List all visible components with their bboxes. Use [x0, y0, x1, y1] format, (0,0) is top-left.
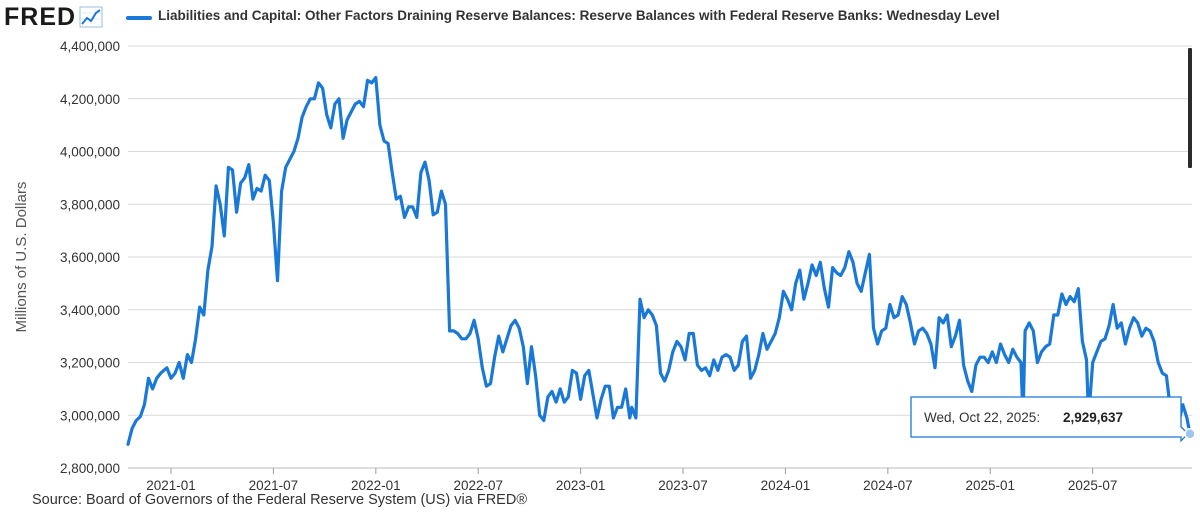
x-tick-label: 2023-01 [556, 478, 606, 490]
chart-scrollbar[interactable] [1188, 48, 1192, 168]
last-point-marker[interactable] [1184, 428, 1196, 440]
y-tick-label: 3,200,000 [60, 356, 120, 371]
y-tick-label: 4,000,000 [60, 145, 120, 160]
x-tick-label: 2025-01 [965, 478, 1015, 490]
x-tick-label: 2022-01 [351, 478, 401, 490]
y-tick-label: 2,800,000 [60, 461, 120, 476]
trend-chart-icon [79, 6, 103, 28]
y-axis-tick-labels: 2,800,000 3,000,000 3,200,000 3,400,000 3,60… [60, 39, 120, 476]
source-note: Source: Board of Governors of the Federa… [32, 492, 528, 508]
fred-logo[interactable]: FRED [4, 3, 103, 31]
y-tick-label: 3,000,000 [60, 408, 120, 423]
x-tick-label: 2023-07 [658, 478, 708, 490]
chart-header: FRED Liabilities and Capital: Other Fact… [0, 0, 1200, 34]
x-tick-label: 2021-07 [249, 478, 299, 490]
series-line[interactable] [126, 76, 1192, 446]
data-tooltip: Wed, Oct 22, 2025: 2,929,637 [910, 396, 1189, 443]
line-chart[interactable]: 2,800,000 3,000,000 3,200,000 3,400,000 3,60… [0, 34, 1200, 490]
y-tick-label: 3,800,000 [60, 197, 120, 212]
x-tick-label: 2022-07 [453, 478, 503, 490]
tooltip-date: Wed, Oct 22, 2025: [924, 410, 1040, 425]
legend-series-swatch [126, 16, 152, 20]
x-tick-label: 2021-01 [146, 478, 196, 490]
x-tick-label: 2024-01 [761, 478, 811, 490]
y-tick-label: 3,400,000 [60, 303, 120, 318]
grid-lines [128, 45, 1192, 469]
x-tick-label: 2024-07 [863, 478, 913, 490]
y-tick-label: 3,600,000 [60, 250, 120, 265]
y-axis-label: Millions of U.S. Dollars [13, 182, 30, 333]
y-tick-label: 4,200,000 [60, 92, 120, 107]
x-axis-tick-labels: 2021-01 2021-07 2022-01 2022-07 2023-01 2023-… [146, 468, 1117, 490]
x-tick-label: 2025-07 [1068, 478, 1118, 490]
y-tick-label: 4,400,000 [60, 39, 120, 54]
fred-logo-text: FRED [4, 3, 77, 31]
chart-title: Liabilities and Capital: Other Factors D… [158, 8, 1000, 23]
tooltip-value: 2,929,637 [1063, 410, 1123, 425]
